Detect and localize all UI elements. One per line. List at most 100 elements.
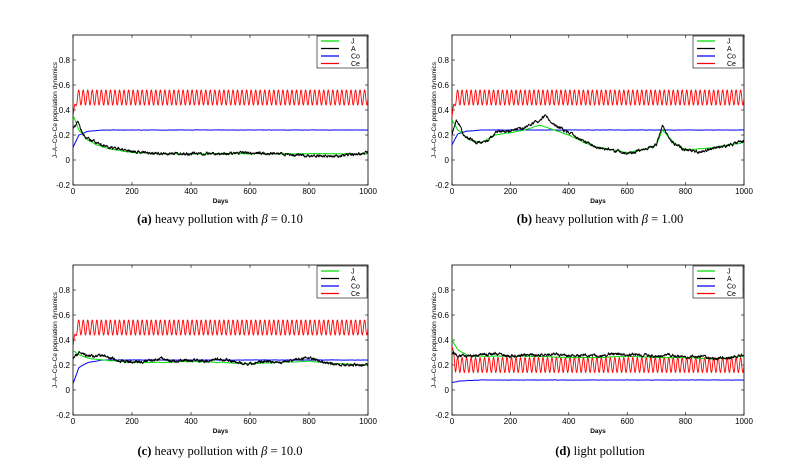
chart-panel-b: 0 200 400 600 800 1000-0.200.20.40.60.8DaysJ–… bbox=[431, 34, 753, 205]
y-axis-label: J–A–Co–Ce population dynamics bbox=[431, 291, 438, 388]
x-tick-label: 800 bbox=[302, 187, 316, 196]
y-tick-label: 0.2 bbox=[438, 131, 450, 140]
caption-d: (d) light pollution bbox=[450, 444, 750, 459]
x-tick-label: 200 bbox=[504, 417, 518, 426]
caption-c: (c) heavy pollution with β = 10.0 bbox=[70, 444, 370, 459]
x-tick-label: 600 bbox=[243, 417, 257, 426]
legend-label-ce: Ce bbox=[351, 61, 360, 68]
y-tick-label: -0.2 bbox=[435, 181, 449, 190]
legend-label-co: Co bbox=[727, 54, 736, 61]
y-tick-label: 0 bbox=[66, 156, 71, 165]
legend-label-a: A bbox=[351, 276, 356, 283]
x-tick-label: 0 bbox=[71, 417, 76, 426]
x-tick-label: 1000 bbox=[359, 187, 377, 196]
y-tick-label: 0.8 bbox=[438, 56, 450, 65]
series-group-d bbox=[452, 339, 744, 383]
series-line-ce bbox=[73, 89, 368, 117]
series-line-a bbox=[73, 120, 368, 158]
legend-label-co: Co bbox=[351, 54, 360, 61]
series-line-ce bbox=[452, 346, 744, 373]
x-tick-label: 400 bbox=[184, 417, 198, 426]
chart-panel-d: 0 200 400 600 800 1000-0.200.20.40.60.8DaysJ–… bbox=[431, 264, 753, 435]
caption-b-value: = 1.00 bbox=[651, 212, 684, 226]
x-tick-label: 0 bbox=[450, 187, 455, 196]
series-line-a bbox=[73, 351, 368, 367]
caption-d-text: light pollution bbox=[573, 444, 645, 458]
caption-c-value: = 10.0 bbox=[270, 444, 303, 458]
y-tick-label: 0 bbox=[445, 386, 450, 395]
x-tick-label: 600 bbox=[243, 187, 257, 196]
caption-a-text: heavy pollution with bbox=[154, 212, 259, 226]
series-line-j bbox=[73, 114, 368, 155]
caption-c-text: heavy pollution with bbox=[154, 444, 258, 458]
y-tick-label: 0.8 bbox=[59, 286, 71, 295]
x-axis-label: Days bbox=[213, 428, 229, 435]
x-tick-label: 200 bbox=[125, 187, 139, 196]
caption-a-value: = 0.10 bbox=[270, 212, 303, 226]
x-tick-label: 200 bbox=[125, 417, 139, 426]
caption-a: (a) heavy pollution with β = 0.10 bbox=[70, 212, 370, 227]
y-tick-label: 0.6 bbox=[59, 81, 71, 90]
x-tick-label: 600 bbox=[621, 417, 635, 426]
y-axis-label: J–A–Co–Ce population dynamics bbox=[52, 61, 59, 158]
y-tick-label: 0.6 bbox=[59, 311, 71, 320]
legend-label-j: J bbox=[351, 269, 355, 276]
series-line-co bbox=[452, 129, 744, 146]
x-tick-label: 800 bbox=[302, 417, 316, 426]
caption-a-beta: β bbox=[261, 212, 268, 226]
y-tick-label: -0.2 bbox=[435, 411, 449, 420]
caption-c-tag: (c) bbox=[137, 444, 152, 458]
chart-panel-a: 0 200 400 600 800 1000-0.200.20.40.60.8DaysJ–… bbox=[52, 34, 377, 205]
x-tick-label: 1000 bbox=[735, 417, 753, 426]
y-tick-label: 0.4 bbox=[438, 336, 450, 345]
y-axis-label: J–A–Co–Ce population dynamics bbox=[431, 61, 438, 158]
legend-label-ce: Ce bbox=[351, 291, 360, 298]
caption-b-tag: (b) bbox=[516, 212, 533, 226]
series-line-co bbox=[452, 379, 744, 383]
caption-a-tag: (a) bbox=[137, 212, 152, 226]
x-tick-label: 600 bbox=[621, 187, 635, 196]
series-group-b bbox=[452, 89, 744, 155]
legend-label-a: A bbox=[727, 276, 732, 283]
x-tick-label: 800 bbox=[679, 187, 693, 196]
y-tick-label: -0.2 bbox=[56, 411, 70, 420]
series-line-a bbox=[452, 114, 744, 155]
legend-label-ce: Ce bbox=[727, 61, 736, 68]
caption-b-beta: β bbox=[641, 212, 649, 226]
x-tick-label: 0 bbox=[450, 417, 455, 426]
legend-label-a: A bbox=[727, 46, 732, 53]
legend-label-a: A bbox=[351, 46, 356, 53]
caption-d-tag: (d) bbox=[555, 444, 571, 458]
x-axis-label: Days bbox=[213, 198, 229, 205]
y-tick-label: -0.2 bbox=[56, 181, 70, 190]
y-tick-label: 0 bbox=[66, 386, 71, 395]
x-axis-label: Days bbox=[590, 428, 606, 435]
x-axis-label: Days bbox=[590, 198, 606, 205]
y-tick-label: 0 bbox=[445, 156, 450, 165]
y-tick-label: 0.4 bbox=[59, 106, 71, 115]
y-tick-label: 0.8 bbox=[438, 286, 450, 295]
y-tick-label: 0.6 bbox=[438, 311, 450, 320]
legend-label-ce: Ce bbox=[727, 291, 736, 298]
y-tick-label: 0.2 bbox=[59, 131, 71, 140]
x-tick-label: 400 bbox=[184, 187, 198, 196]
y-axis-label: J–A–Co–Ce population dynamics bbox=[52, 291, 59, 388]
series-group-a bbox=[73, 89, 368, 158]
series-line-co bbox=[73, 129, 368, 148]
y-tick-label: 0.2 bbox=[59, 361, 71, 370]
series-line-j bbox=[452, 339, 744, 360]
caption-b-text: heavy pollution with bbox=[535, 212, 639, 226]
chart-panel-c: 0 200 400 600 800 1000-0.200.20.40.60.8DaysJ–… bbox=[52, 264, 377, 435]
x-tick-label: 1000 bbox=[735, 187, 753, 196]
y-tick-label: 0.4 bbox=[438, 106, 450, 115]
legend-label-co: Co bbox=[351, 284, 360, 291]
legend-label-co: Co bbox=[727, 284, 736, 291]
x-tick-label: 400 bbox=[562, 187, 576, 196]
x-tick-label: 1000 bbox=[359, 417, 377, 426]
caption-b: (b) heavy pollution with β = 1.00 bbox=[450, 212, 750, 227]
series-line-a bbox=[452, 351, 744, 361]
y-tick-label: 0.8 bbox=[59, 56, 71, 65]
